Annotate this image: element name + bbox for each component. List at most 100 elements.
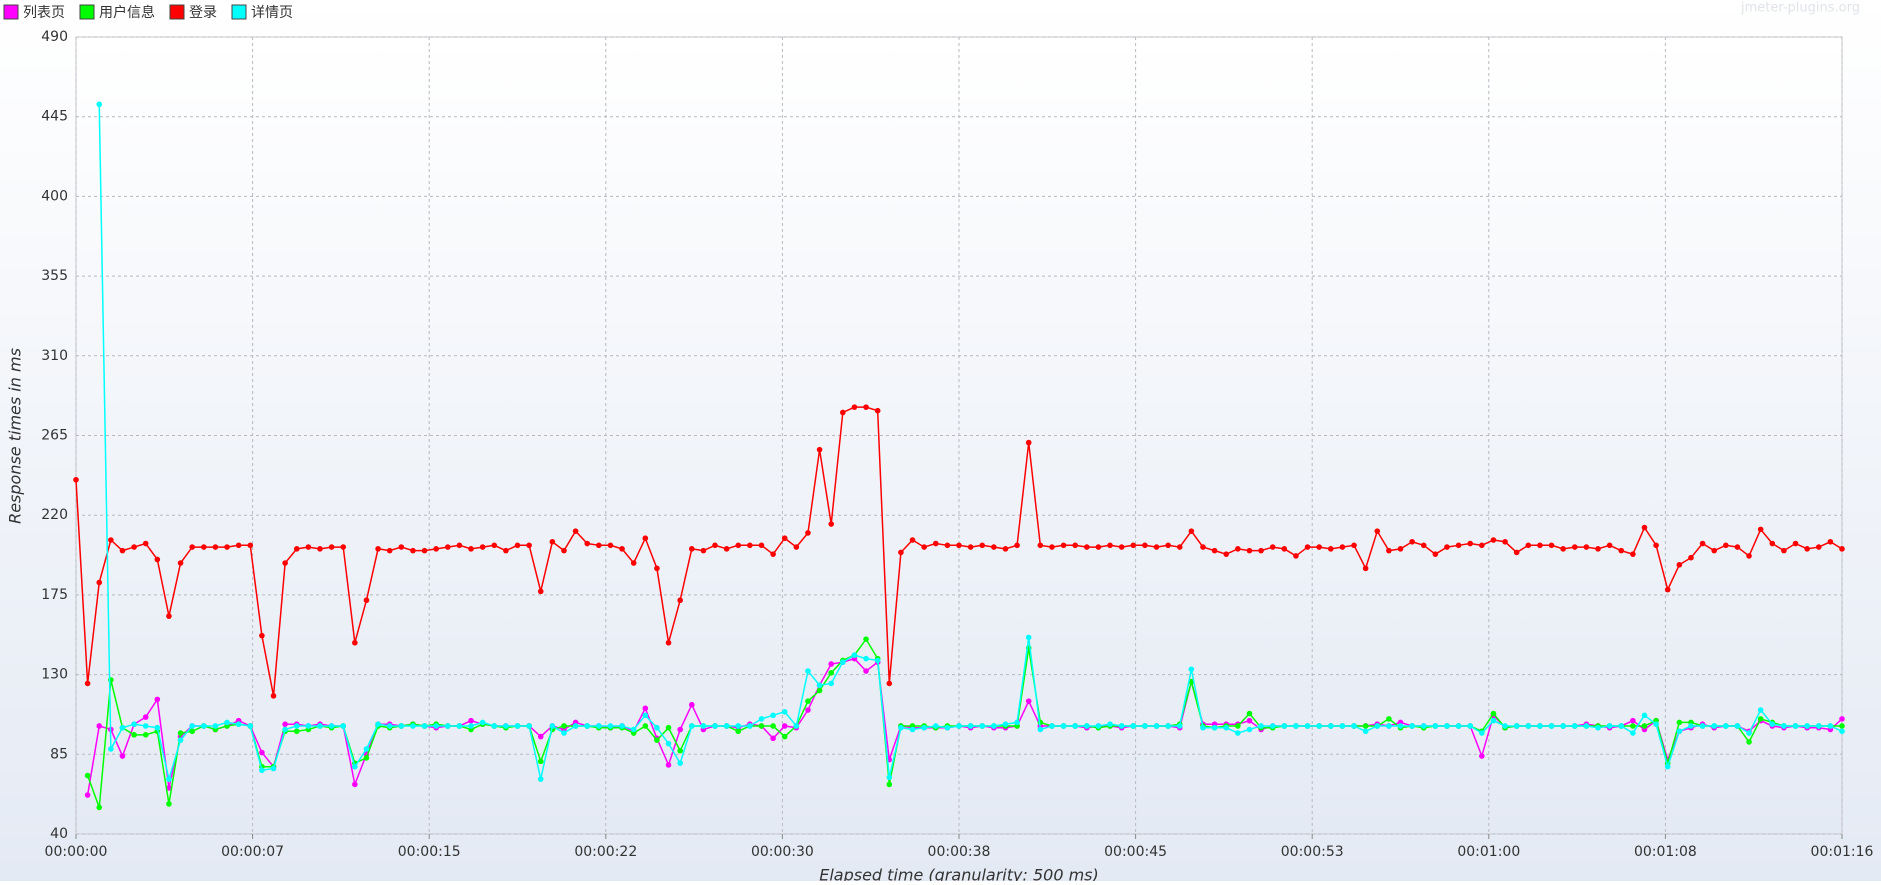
data-point <box>1362 565 1369 572</box>
data-point <box>468 723 474 729</box>
data-point <box>1397 723 1404 729</box>
data-point <box>154 696 161 703</box>
data-point <box>1235 730 1241 736</box>
data-point <box>944 542 951 549</box>
data-point <box>1304 544 1311 550</box>
data-point <box>1467 540 1474 547</box>
x-tick-label: 00:01:00 <box>1457 844 1520 860</box>
data-point <box>96 101 103 108</box>
data-point <box>444 544 451 550</box>
data-point <box>1223 724 1230 731</box>
data-point <box>84 792 91 798</box>
data-point <box>840 409 846 416</box>
y-tick-label: 130 <box>41 667 68 683</box>
data-point <box>1781 723 1787 729</box>
x-tick-label: 00:00:30 <box>751 844 814 860</box>
data-point <box>363 746 370 752</box>
data-point <box>816 446 823 453</box>
data-point <box>898 724 904 731</box>
data-point <box>840 659 846 666</box>
data-point <box>270 693 277 699</box>
data-point <box>1130 542 1137 549</box>
data-point <box>1246 710 1253 717</box>
data-point <box>1200 544 1206 550</box>
data-point <box>491 542 498 549</box>
data-point <box>1374 528 1381 534</box>
data-point <box>1525 542 1532 549</box>
data-point <box>561 730 567 736</box>
x-tick-label: 00:00:07 <box>221 844 284 860</box>
data-point <box>688 723 695 729</box>
data-point <box>677 760 683 766</box>
data-point <box>1769 540 1776 547</box>
data-point <box>944 724 951 731</box>
data-point <box>317 546 323 552</box>
data-point <box>1107 542 1113 549</box>
data-point <box>909 726 916 733</box>
data-point <box>166 801 172 807</box>
data-point <box>1339 723 1346 729</box>
legend: 列表页 用户信息 登录 详情页 <box>3 4 293 21</box>
data-point <box>154 724 161 731</box>
data-point <box>189 544 195 550</box>
data-point <box>1316 544 1322 550</box>
data-point <box>410 547 416 554</box>
data-point <box>805 698 811 704</box>
data-point <box>1060 723 1067 729</box>
data-point <box>514 723 521 729</box>
data-point <box>735 723 742 729</box>
data-point <box>1397 546 1404 552</box>
data-point <box>677 726 683 733</box>
data-point <box>1757 526 1764 533</box>
data-point <box>1072 723 1078 729</box>
data-point <box>1688 554 1694 561</box>
data-point <box>677 597 683 604</box>
data-point <box>1118 544 1125 550</box>
y-axis-label: Response times in ms <box>6 348 25 524</box>
data-point <box>572 528 579 534</box>
data-point <box>142 714 149 720</box>
data-point <box>177 560 184 566</box>
data-point <box>781 535 788 542</box>
y-tick-label: 220 <box>41 507 68 523</box>
data-point <box>1757 707 1764 713</box>
data-point <box>921 724 927 731</box>
data-point <box>224 544 230 550</box>
data-point <box>131 544 137 550</box>
data-point <box>375 721 381 727</box>
data-point <box>1746 739 1752 745</box>
data-point <box>561 723 567 729</box>
data-point <box>1455 542 1462 549</box>
data-point <box>1153 544 1160 550</box>
data-point <box>84 680 91 687</box>
data-point <box>1049 723 1055 729</box>
data-point <box>1293 553 1299 559</box>
data-point <box>665 740 672 747</box>
y-tick-label: 400 <box>41 188 68 204</box>
data-point <box>1606 542 1613 549</box>
data-point <box>340 544 347 550</box>
data-point <box>1653 542 1659 549</box>
data-point <box>793 723 800 729</box>
data-point <box>491 723 498 729</box>
data-point <box>863 668 869 674</box>
data-point <box>723 723 730 729</box>
data-point <box>549 538 556 545</box>
data-point <box>212 723 219 729</box>
data-point <box>863 404 869 410</box>
data-point <box>1420 723 1427 729</box>
data-point <box>665 762 672 768</box>
data-point <box>247 542 254 549</box>
data-point <box>1583 723 1590 729</box>
data-point <box>1025 439 1032 446</box>
data-point <box>1432 551 1439 557</box>
data-point <box>1804 723 1810 729</box>
data-point <box>956 542 962 549</box>
data-point <box>1409 723 1415 729</box>
data-point <box>1200 724 1206 731</box>
data-point <box>642 712 649 719</box>
y-tick-label: 310 <box>41 348 68 364</box>
data-point <box>119 547 126 554</box>
